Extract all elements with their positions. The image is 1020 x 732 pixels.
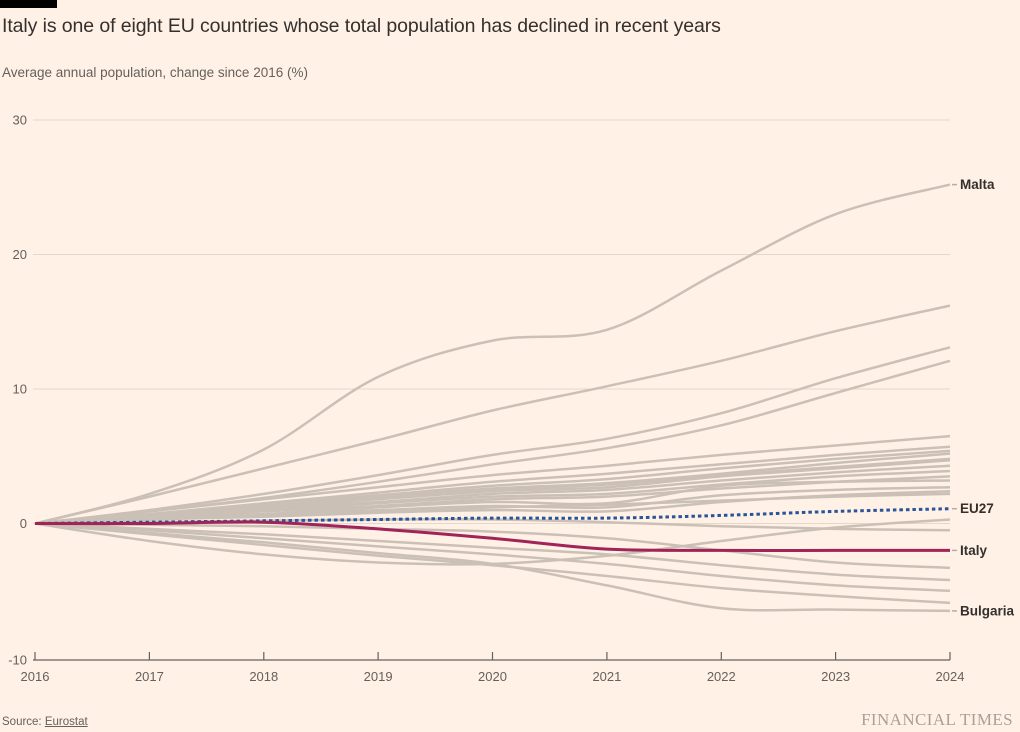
series-line — [34, 346, 951, 525]
source-prefix: Source: — [2, 716, 42, 728]
series-line — [34, 459, 951, 525]
series-label-italy: Italy — [960, 543, 988, 558]
source-note: Source: Eurostat — [2, 716, 88, 728]
series-line-bulgaria — [34, 522, 951, 613]
x-tick-label-2016: 2016 — [21, 669, 50, 684]
chart-subtitle: Average annual population, change since … — [2, 65, 308, 80]
x-tick-label-2024: 2024 — [936, 669, 965, 684]
series-line — [34, 492, 951, 525]
kicker-bar — [0, 0, 57, 8]
series-line — [34, 449, 951, 525]
y-tick-label-0: 0 — [20, 516, 27, 531]
source-link[interactable]: Eurostat — [44, 716, 88, 728]
x-tick-label-2019: 2019 — [364, 669, 393, 684]
series-line-italy — [34, 520, 950, 552]
x-tick-label-2020: 2020 — [478, 669, 507, 684]
series-line — [34, 522, 951, 593]
series-line — [34, 434, 951, 525]
x-tick-label-2022: 2022 — [707, 669, 736, 684]
x-tick-label-2017: 2017 — [135, 669, 164, 684]
series-line — [34, 522, 951, 582]
x-tick-label-2021: 2021 — [592, 669, 621, 684]
series-line — [34, 522, 951, 605]
x-tick-label-2018: 2018 — [249, 669, 278, 684]
series-line — [34, 485, 951, 525]
chart-title: Italy is one of eight EU countries whose… — [2, 15, 721, 37]
series-label-malta: Malta — [960, 177, 995, 192]
y-tick-label--10: -10 — [8, 653, 27, 668]
series-label-bulgaria: Bulgaria — [960, 603, 1015, 618]
y-tick-label-20: 20 — [13, 247, 27, 262]
series-line-malta — [34, 183, 951, 525]
series-label-eu27: EU27 — [960, 501, 994, 516]
x-tick-label-2023: 2023 — [821, 669, 850, 684]
y-tick-label-30: 30 — [13, 113, 27, 128]
y-tick-label-10: 10 — [13, 382, 27, 397]
series-line — [34, 522, 951, 570]
series-line — [34, 304, 951, 525]
ft-logo: FINANCIAL TIMES — [861, 710, 1013, 729]
series-line — [34, 469, 951, 525]
series-line-eu27 — [34, 507, 951, 525]
